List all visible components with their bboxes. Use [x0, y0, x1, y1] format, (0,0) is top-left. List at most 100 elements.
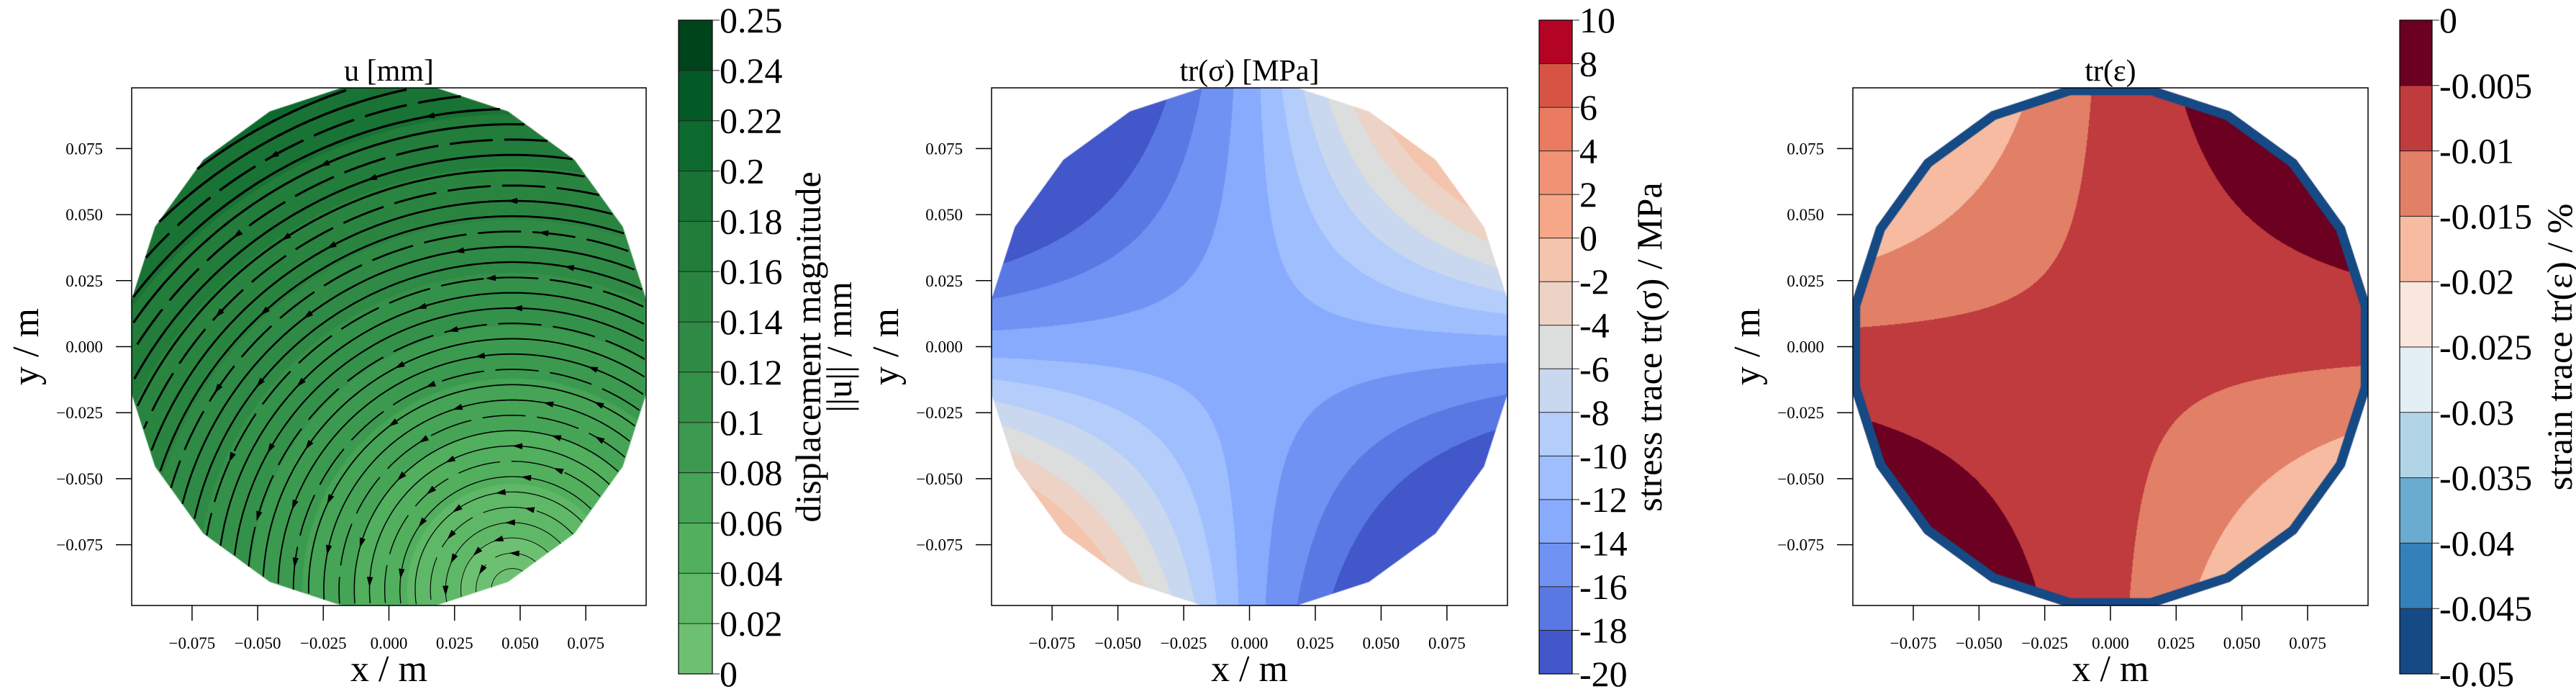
streamline: [134, 138, 548, 348]
streamline: [353, 430, 619, 604]
streamline-arrow: [507, 197, 517, 204]
colorbar-band: [1539, 369, 1572, 413]
streamline-arrow: [396, 471, 407, 481]
colorbar-tick-label: -0.02: [2439, 261, 2514, 302]
x-tick-label: −0.075: [1029, 634, 1076, 652]
colorbar-band: [679, 70, 712, 122]
colorbar-band: [2400, 282, 2432, 348]
streamline: [137, 169, 585, 407]
streamline-arrow: [485, 274, 496, 282]
strain-colorbar: -0.05 -0.045 -0.04 -0.035 -0.03 -0.025 -0.02 -0…: [2399, 0, 2576, 689]
colorbar-tick-label: 6: [1579, 87, 1597, 127]
axes-frame: [1852, 87, 2369, 606]
y-tick-label: 0.075: [925, 140, 963, 158]
x-axis-label: x / m: [350, 649, 427, 689]
displacement-colorbar: 0 0.02 0.04 0.06 0.08 0.1 0.12 0.14 0.16 0.18 0.2 0…: [678, 0, 859, 689]
y-tick-label: 0.000: [65, 338, 103, 356]
colorbar-band: [679, 171, 712, 222]
streamline: [461, 537, 548, 597]
streamline: [233, 307, 645, 556]
colorbar-tick-label: 4: [1579, 131, 1597, 171]
streamline-arrow: [594, 402, 604, 409]
streamline-arrow: [504, 519, 515, 526]
streamline: [206, 276, 644, 536]
colorbar-band: [2400, 543, 2432, 609]
colorbar-band: [679, 271, 712, 323]
colorbar-tick-label: 0.12: [720, 352, 783, 392]
streamline-arrow: [256, 510, 263, 521]
colorbar-tick-label: 0.24: [720, 50, 783, 91]
streamline-arrow: [418, 517, 427, 528]
y-tick-label: 0.050: [1787, 206, 1824, 224]
streamline: [133, 153, 573, 380]
x-tick-label: 0.025: [1297, 634, 1334, 652]
streamline-arrow: [524, 507, 535, 513]
streamline: [491, 568, 523, 588]
streamline-arrow: [305, 440, 314, 450]
colorbar-frame: [678, 19, 713, 675]
y-tick-label: 0.075: [65, 140, 103, 158]
colorbar-tick-label: -0.005: [2439, 66, 2532, 106]
y-tick-label: 0.025: [65, 272, 103, 290]
streamline-arrow: [538, 230, 549, 237]
streamline-arrow: [521, 474, 532, 482]
colorbar-tick-label: -8: [1579, 392, 1610, 433]
streamline-arrow: [454, 247, 465, 253]
colorbar-tick-label: 0.14: [720, 302, 783, 342]
colorbar-tick-label: -20: [1579, 654, 1628, 689]
colorbar-band: [2400, 85, 2432, 152]
colorbar-tick-label: -12: [1579, 479, 1628, 520]
streamline-arrow: [512, 305, 522, 312]
y-tick-label: −0.075: [1777, 536, 1824, 554]
colorbar-band: [2400, 608, 2432, 675]
stress-colorbar: -20-18-16-14-12-10-8-6-4-20246810stress …: [1538, 0, 1669, 689]
colorbar-band: [1539, 63, 1572, 108]
x-axis-label: x / m: [1211, 649, 1288, 689]
streamline-arrow: [359, 537, 366, 549]
streamline: [142, 184, 600, 429]
streamline: [323, 399, 630, 600]
streamline: [476, 552, 536, 593]
x-tick-label: −0.050: [235, 634, 281, 652]
colorbar-band: [679, 523, 712, 574]
streamline-arrow: [366, 577, 373, 587]
y-tick-label: −0.075: [56, 536, 103, 554]
colorbar-band: [679, 422, 712, 474]
y-tick-label: −0.025: [916, 404, 963, 422]
x-tick-label: 0.000: [371, 634, 408, 652]
colorbar-tick-label: 0.06: [720, 503, 783, 543]
colorbar-tick-label: 0.2: [720, 151, 765, 192]
streamlines: [132, 88, 645, 605]
y-tick-label: −0.075: [916, 536, 963, 554]
colorbar-band: [1539, 194, 1572, 239]
colorbar-band: [2400, 216, 2432, 282]
colorbar-band: [2400, 412, 2432, 479]
streamline-arrow: [291, 499, 299, 510]
colorbar-band: [1539, 499, 1572, 544]
streamline-arrow: [319, 159, 330, 167]
streamline-arrow: [425, 380, 436, 387]
colorbar-band: [679, 573, 712, 624]
x-tick-label: 0.075: [2289, 634, 2326, 652]
x-tick-label: 0.075: [1428, 634, 1466, 652]
colorbar-band: [679, 371, 712, 423]
streamline-arrow: [303, 310, 314, 319]
colorbar-tick-label: -0.05: [2439, 654, 2514, 689]
streamline-arrow: [366, 174, 378, 181]
colorbar-tick-label: 0.08: [720, 453, 783, 493]
colorbar-band: [679, 221, 712, 272]
stress-contour-field: [992, 88, 1507, 605]
streamline-arrow: [479, 564, 487, 575]
x-tick-label: −0.025: [2021, 634, 2068, 652]
colorbar-tick-label: 0.25: [720, 0, 783, 40]
streamline-arrow: [388, 418, 399, 427]
streamline-arrow: [452, 504, 463, 513]
streamline: [194, 261, 643, 519]
x-tick-label: 0.025: [2157, 634, 2195, 652]
y-tick-label: −0.050: [916, 470, 963, 488]
streamline-arrow: [296, 377, 306, 387]
streamline-arrow: [232, 229, 243, 238]
colorbar-tick-label: 0.18: [720, 201, 783, 241]
colorbar-tick-label: 8: [1579, 44, 1597, 84]
